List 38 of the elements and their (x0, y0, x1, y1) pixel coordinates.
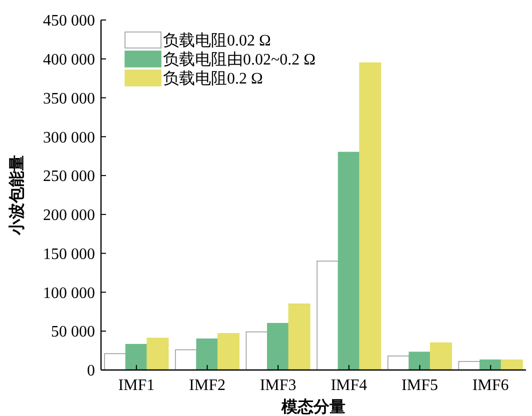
x-tick-label: IMF5 (402, 377, 438, 394)
bar (267, 322, 290, 370)
bar (104, 353, 126, 370)
x-tick-label: IMF3 (260, 377, 296, 394)
bar (174, 349, 198, 370)
y-tick-label: 300 000 (43, 129, 95, 146)
bar (480, 359, 502, 370)
legend-label: 负载电阻0.2 Ω (163, 70, 263, 88)
bar (196, 338, 218, 370)
x-tick-label: IMF4 (330, 377, 368, 394)
y-tick-label: 350 000 (43, 90, 95, 108)
y-tick-label: 50 000 (51, 324, 95, 341)
x-tick-label: IMF1 (118, 377, 155, 394)
bar (408, 352, 431, 370)
bar (125, 344, 148, 370)
bar (338, 152, 360, 370)
bar (359, 62, 382, 370)
x-tick-label: IMF2 (189, 377, 226, 394)
legend-label: 负载电阻由0.02~0.2 Ω (163, 50, 316, 69)
bar (217, 333, 240, 370)
y-tick-label: 0 (87, 362, 95, 380)
bar (430, 342, 452, 370)
legend-label: 负载电阻0.02 Ω (163, 32, 271, 50)
bar (146, 338, 169, 370)
bar (500, 359, 523, 370)
bar (246, 331, 268, 370)
y-tick-label: 450 000 (43, 12, 95, 30)
x-axis-title: 模态分量 (280, 398, 346, 416)
y-tick-label: 200 000 (43, 207, 95, 224)
y-tick-label: 100 000 (43, 284, 95, 302)
y-tick-label: 150 000 (43, 246, 95, 263)
x-tick-label: IMF6 (472, 377, 509, 394)
bar (387, 356, 410, 370)
bar (288, 303, 310, 370)
y-axis-title: 小波包能量 (8, 155, 26, 236)
bar (316, 260, 339, 370)
y-tick-label: 400 000 (43, 51, 95, 68)
y-tick-label: 250 000 (43, 168, 95, 186)
